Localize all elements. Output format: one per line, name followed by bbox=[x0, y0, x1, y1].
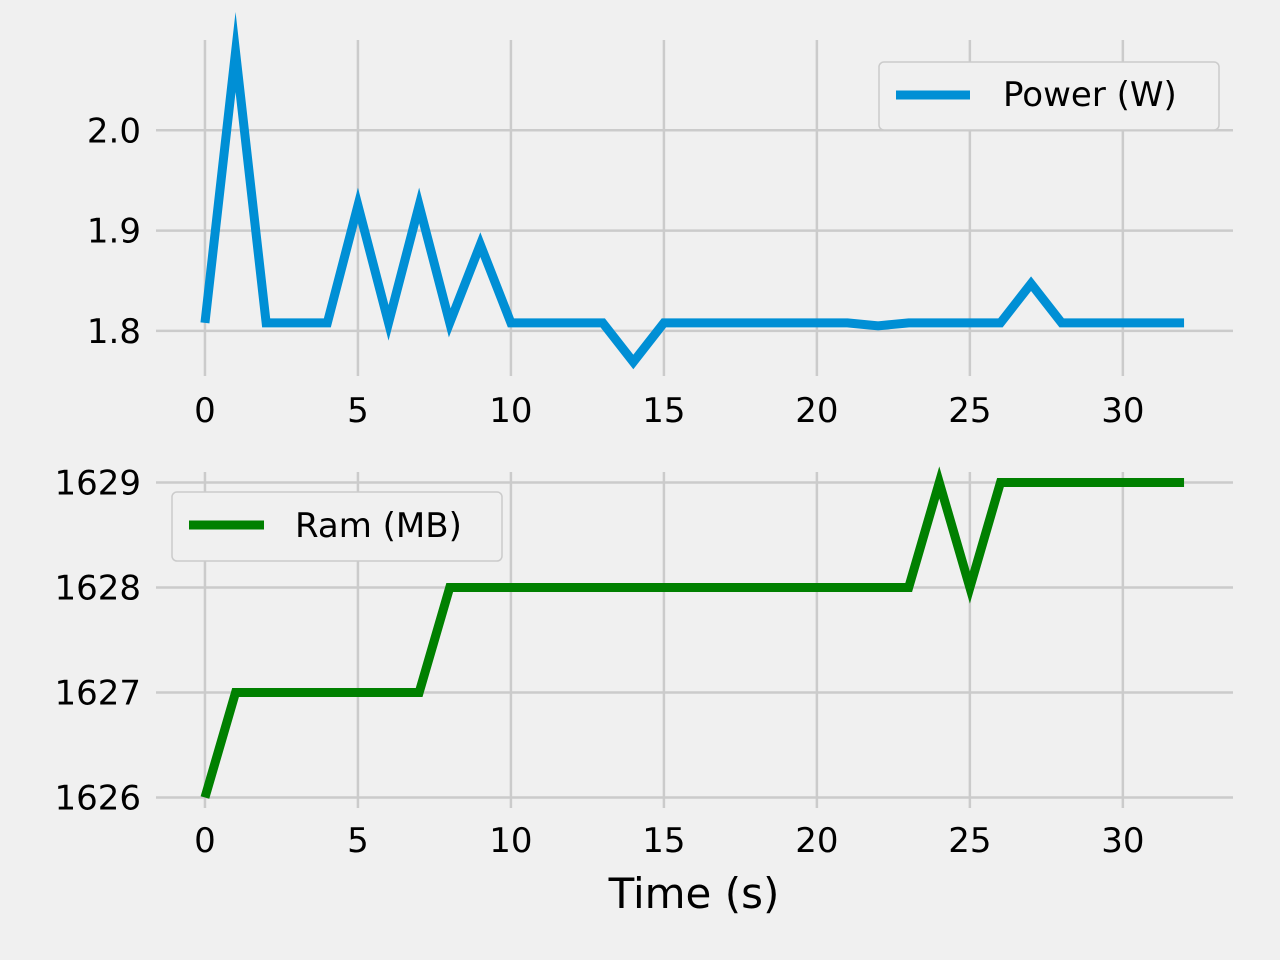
power-legend: Power (W) bbox=[878, 61, 1220, 131]
ram-y-tick-label: 1627 bbox=[54, 674, 141, 714]
power-y-tick-label: 1.9 bbox=[87, 212, 141, 252]
power-x-tick-label: 25 bbox=[948, 391, 991, 431]
ram-y-tick-label: 1628 bbox=[54, 569, 141, 609]
ram-x-tick-labels: 0 5 10 15 20 25 30 bbox=[194, 821, 1144, 861]
power-x-tick-label: 5 bbox=[347, 391, 369, 431]
power-y-tick-label: 2.0 bbox=[87, 111, 141, 151]
power-x-tick-label: 20 bbox=[795, 391, 838, 431]
power-x-tick-label: 15 bbox=[642, 391, 685, 431]
ram-x-tick-label: 10 bbox=[489, 821, 532, 861]
power-x-tick-label: 0 bbox=[194, 391, 216, 431]
ram-x-tick-label: 20 bbox=[795, 821, 838, 861]
power-y-tick-labels: 1.8 1.9 2.0 bbox=[87, 111, 141, 352]
power-x-tick-labels: 0 5 10 15 20 25 30 bbox=[194, 391, 1144, 431]
ram-x-tick-label: 25 bbox=[948, 821, 991, 861]
ram-subplot: 0 5 10 15 20 25 30 1626 1627 1628 1629 Ram (MB) bbox=[54, 464, 1233, 861]
x-axis-label: Time (s) bbox=[608, 869, 780, 918]
ram-x-tick-label: 15 bbox=[642, 821, 685, 861]
ram-legend-box bbox=[171, 491, 503, 562]
power-series-line bbox=[200, 11, 1185, 370]
ram-x-tick-label: 30 bbox=[1101, 821, 1144, 861]
ram-y-tick-label: 1629 bbox=[54, 464, 141, 504]
ram-x-tick-label: 0 bbox=[194, 821, 216, 861]
power-x-tick-label: 30 bbox=[1101, 391, 1144, 431]
ram-y-tick-label: 1626 bbox=[54, 779, 141, 819]
ram-series bbox=[200, 466, 1185, 799]
ram-y-tick-labels: 1626 1627 1628 1629 bbox=[54, 464, 141, 819]
power-legend-label: Power (W) bbox=[1003, 75, 1177, 115]
power-y-tick-label: 1.8 bbox=[87, 312, 141, 352]
ram-legend: Ram (MB) bbox=[171, 491, 503, 562]
power-legend-box bbox=[878, 61, 1220, 131]
ram-legend-label: Ram (MB) bbox=[295, 506, 462, 546]
power-series bbox=[200, 11, 1185, 370]
power-x-tick-label: 10 bbox=[489, 391, 532, 431]
ram-series-line bbox=[200, 466, 1185, 799]
power-subplot: 0 5 10 15 20 25 30 1.8 1.9 2.0 Power (W) bbox=[87, 11, 1233, 431]
ram-x-tick-label: 5 bbox=[347, 821, 369, 861]
